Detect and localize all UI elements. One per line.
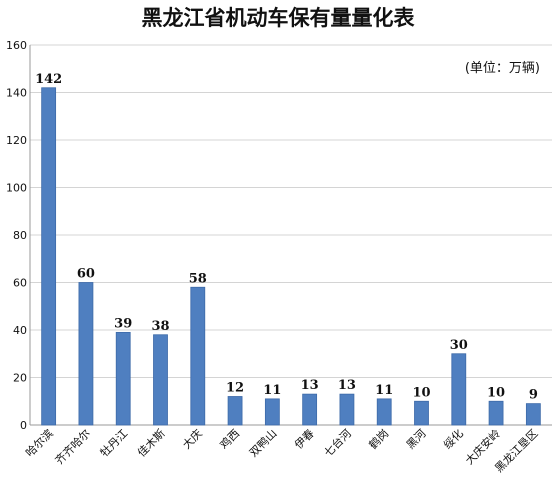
data-label: 13	[338, 378, 356, 393]
y-tick-label: 40	[13, 324, 27, 337]
y-tick-label: 120	[6, 134, 27, 147]
data-label: 58	[189, 271, 207, 286]
x-tick-label: 牡丹江	[97, 426, 130, 459]
y-tick-label: 100	[6, 182, 27, 195]
x-tick-label: 佳木斯	[134, 426, 167, 459]
chart-title: 黑龙江省机动车保有量量化表	[141, 5, 415, 30]
x-tick-label: 大庆	[179, 426, 204, 451]
bar	[264, 398, 280, 426]
unit-note: (单位：万辆)	[464, 61, 540, 76]
bar	[339, 393, 355, 426]
x-tick-label: 绥化	[440, 426, 465, 451]
bar	[488, 400, 504, 426]
bar	[302, 393, 318, 426]
x-tick-label: 哈尔滨	[23, 426, 56, 459]
data-label: 11	[375, 383, 393, 398]
data-label: 142	[35, 72, 62, 87]
x-tick-label: 齐齐哈尔	[52, 426, 93, 467]
data-label: 39	[114, 316, 132, 331]
bar	[414, 400, 429, 426]
y-tick-label: 160	[6, 39, 27, 52]
bar	[41, 87, 57, 426]
data-label: 10	[487, 385, 505, 400]
data-label: 12	[226, 381, 244, 396]
y-tick-label: 80	[13, 229, 27, 242]
bar	[115, 331, 131, 426]
bar	[78, 282, 94, 426]
data-label: 9	[529, 388, 538, 403]
data-label: 38	[151, 319, 169, 334]
x-tick-label: 七台河	[321, 426, 354, 459]
bar	[525, 403, 541, 426]
data-label: 30	[450, 338, 468, 353]
bar	[451, 353, 467, 426]
data-label: 11	[263, 383, 281, 398]
x-tick-label: 黑河	[404, 427, 429, 452]
y-tick-label: 0	[20, 419, 27, 432]
x-tick-label: 伊春	[292, 427, 317, 452]
y-tick-label: 140	[6, 87, 27, 100]
data-label: 60	[77, 267, 95, 282]
x-tick-label: 鹤岗	[366, 426, 391, 451]
bar	[190, 286, 206, 426]
x-tick-label: 双鸭山	[247, 427, 280, 460]
x-tick-label: 鸡西	[217, 426, 242, 451]
y-tick-label: 60	[13, 277, 27, 290]
bar	[376, 398, 392, 426]
data-label: 10	[412, 385, 430, 400]
bar	[227, 396, 243, 426]
y-tick-label: 20	[13, 372, 27, 385]
data-label: 13	[301, 378, 319, 393]
bar	[153, 334, 168, 426]
